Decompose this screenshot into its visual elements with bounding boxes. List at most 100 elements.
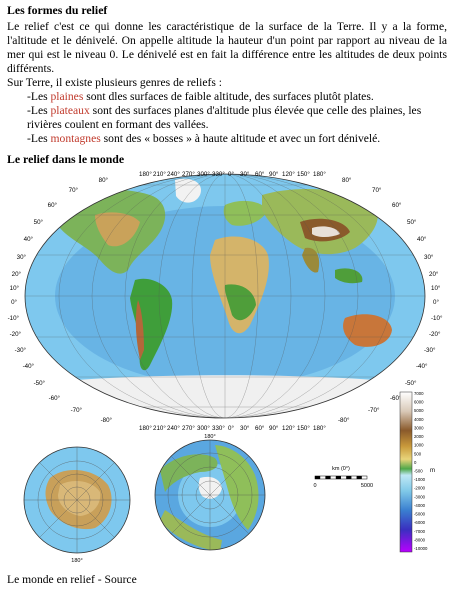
svg-text:-50°: -50° [34, 380, 46, 387]
svg-text:180°: 180° [139, 425, 152, 432]
legend-tick-label: -7000 [414, 529, 426, 534]
svg-text:60°: 60° [48, 202, 58, 209]
svg-text:80°: 80° [342, 177, 352, 184]
svg-text:40°: 40° [417, 236, 427, 243]
list-item-plaines: -Les plaines sont dles surfaces de faibl… [27, 90, 374, 103]
svg-text:-30°: -30° [424, 347, 436, 354]
svg-text:-80°: -80° [101, 417, 113, 424]
svg-text:30°: 30° [424, 254, 434, 261]
svg-text:330°: 330° [212, 425, 225, 432]
svg-text:-80°: -80° [338, 417, 350, 424]
legend-tick-label: 0 [414, 460, 417, 465]
legend-tick-label: -10000 [414, 546, 428, 551]
svg-text:300°: 300° [197, 425, 210, 432]
relief-types-intro: Sur Terre, il existe plusieurs genres de… [7, 76, 223, 89]
legend-tick-label: 1000 [414, 443, 424, 448]
svg-text:180°: 180° [313, 425, 326, 432]
legend-tick-label: 7000 [414, 391, 424, 396]
legend-tick-label: -8000 [414, 537, 426, 542]
legend-tick-label: 4000 [414, 417, 424, 422]
svg-text:330°: 330° [212, 171, 225, 178]
svg-text:20°: 20° [12, 271, 22, 278]
svg-text:-60°: -60° [390, 395, 402, 402]
section-title-world-relief: Le relief dans le monde [7, 152, 125, 166]
svg-text:240°: 240° [167, 425, 180, 432]
svg-text:-20°: -20° [10, 331, 22, 338]
legend-tick-label: 6000 [414, 400, 424, 405]
legend-tick-label: 2000 [414, 434, 424, 439]
top-longitude-labels: 180° 210° 240° 270° 300° 330° 0° 30° 60°… [139, 171, 326, 178]
svg-text:50°: 50° [34, 219, 44, 226]
svg-text:150°: 150° [297, 171, 310, 178]
svg-text:180°: 180° [139, 171, 152, 178]
figure-caption: Le monde en relief - Source [7, 573, 137, 586]
svg-text:150°: 150° [297, 425, 310, 432]
right-latitude-labels: 80° 70° 60° 50° 40° 30° 20° 10° 0° -10° … [338, 177, 443, 424]
svg-text:270°: 270° [182, 171, 195, 178]
distance-scale-bar: km (0°) 0 5000 [313, 466, 373, 489]
svg-text:-70°: -70° [368, 407, 380, 414]
intro-text: Le relief c'est ce qui donne les caracté… [7, 20, 447, 146]
svg-text:60°: 60° [392, 202, 402, 209]
svg-text:-10°: -10° [431, 315, 443, 322]
term-plaines[interactable]: plaines [50, 90, 84, 103]
svg-text:240°: 240° [167, 171, 180, 178]
svg-text:20°: 20° [429, 271, 439, 278]
svg-text:-30°: -30° [15, 347, 27, 354]
svg-text:90°: 90° [269, 425, 279, 432]
svg-text:0°: 0° [228, 171, 234, 178]
svg-text:5000: 5000 [361, 483, 373, 489]
legend-tick-label: -1000 [414, 477, 426, 482]
svg-text:0°: 0° [433, 299, 439, 306]
bottom-longitude-labels: 180° 210° 240° 270° 300° 330° 0° 30° 60°… [139, 425, 326, 432]
legend-tick-label: -5000 [414, 512, 426, 517]
term-plateaux[interactable]: plateaux [50, 104, 90, 117]
list-item-plateaux: -Les plateaux sont des surfaces planes d… [27, 104, 422, 131]
svg-text:0: 0 [313, 483, 316, 489]
svg-text:300°: 300° [197, 171, 210, 178]
intro-paragraph: Le relief c'est ce qui donne les caracté… [7, 20, 447, 75]
svg-text:10°: 10° [431, 285, 441, 292]
svg-text:120°: 120° [282, 425, 295, 432]
legend-tick-label: -3000 [414, 494, 426, 499]
svg-text:-20°: -20° [429, 331, 441, 338]
svg-text:30°: 30° [17, 254, 27, 261]
svg-text:50°: 50° [407, 219, 417, 226]
legend-tick-label: 500 [414, 451, 422, 456]
svg-text:270°: 270° [182, 425, 195, 432]
svg-text:0°: 0° [228, 425, 234, 432]
elevation-legend: m 70006000500040003000200010005000-500-1… [399, 391, 435, 553]
svg-text:30°: 30° [240, 171, 250, 178]
svg-text:70°: 70° [69, 187, 79, 194]
svg-text:180°: 180° [313, 171, 326, 178]
svg-text:120°: 120° [282, 171, 295, 178]
svg-text:-10°: -10° [8, 315, 20, 322]
svg-text:0°: 0° [11, 299, 17, 306]
legend-unit: m [430, 468, 435, 474]
svg-text:10°: 10° [10, 285, 20, 292]
svg-text:60°: 60° [255, 425, 265, 432]
svg-text:210°: 210° [153, 425, 166, 432]
svg-text:40°: 40° [24, 236, 34, 243]
antarctica-polar-map: 180° [23, 446, 131, 564]
svg-text:60°: 60° [255, 171, 265, 178]
svg-text:-70°: -70° [71, 407, 83, 414]
term-montagnes[interactable]: montagnes [50, 132, 101, 145]
svg-text:80°: 80° [99, 177, 109, 184]
arctic-polar-map: 180° [154, 434, 266, 551]
legend-tick-label: -6000 [414, 520, 426, 525]
legend-tick-label: -500 [414, 469, 423, 474]
left-latitude-labels: 80° 70° 60° 50° 40° 30° 20° 10° 0° -10° … [8, 177, 113, 424]
legend-tick-label: -4000 [414, 503, 426, 508]
svg-text:-40°: -40° [416, 363, 428, 370]
svg-text:-40°: -40° [23, 363, 35, 370]
legend-tick-label: 5000 [414, 408, 424, 413]
svg-text:70°: 70° [372, 187, 382, 194]
svg-text:-50°: -50° [405, 380, 417, 387]
antarctica-bottom-label: 180° [71, 558, 82, 564]
list-item-montagnes: -Les montagnes sont des « bosses » à hau… [27, 132, 381, 145]
section-title-relief-forms: Les formes du relief [7, 3, 108, 17]
svg-text:90°: 90° [269, 171, 279, 178]
arctic-top-label: 180° [204, 434, 215, 440]
